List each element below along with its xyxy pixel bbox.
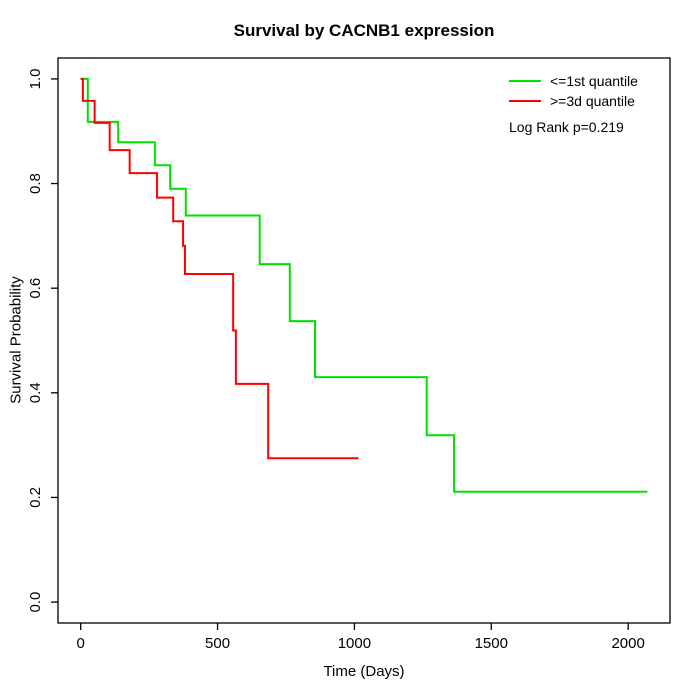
x-tick-label: 1500 (475, 635, 508, 652)
legend-line-green (509, 80, 541, 82)
legend-item-first-quantile: <=1st quantile (509, 71, 638, 91)
y-tick-label: 0.8 (27, 173, 44, 194)
legend: <=1st quantile >=3d quantile Log Rank p=… (509, 71, 638, 135)
y-tick-label: 0.2 (27, 487, 44, 508)
legend-label-first-quantile: <=1st quantile (550, 73, 638, 89)
log-rank-pvalue: Log Rank p=0.219 (509, 119, 624, 135)
y-tick-label: 0.6 (27, 278, 44, 299)
x-tick-label: 500 (205, 635, 230, 652)
y-tick-label: 0.0 (27, 592, 44, 613)
legend-label-third-quantile: >=3d quantile (550, 93, 635, 109)
x-tick-label: 2000 (611, 635, 644, 652)
x-tick-label: 1000 (338, 635, 371, 652)
y-tick-label: 0.4 (27, 382, 44, 403)
x-tick-label: 0 (76, 635, 84, 652)
legend-item-third-quantile: >=3d quantile (509, 91, 638, 111)
plot-border (57, 57, 671, 624)
chart-title: Survival by CACNB1 expression (233, 21, 495, 40)
survival-curve-green (80, 77, 648, 493)
survival-curve-red (80, 77, 359, 460)
x-axis-title: Time (Days) (323, 663, 405, 680)
legend-line-red (509, 100, 541, 102)
y-tick-label: 1.0 (27, 68, 44, 89)
